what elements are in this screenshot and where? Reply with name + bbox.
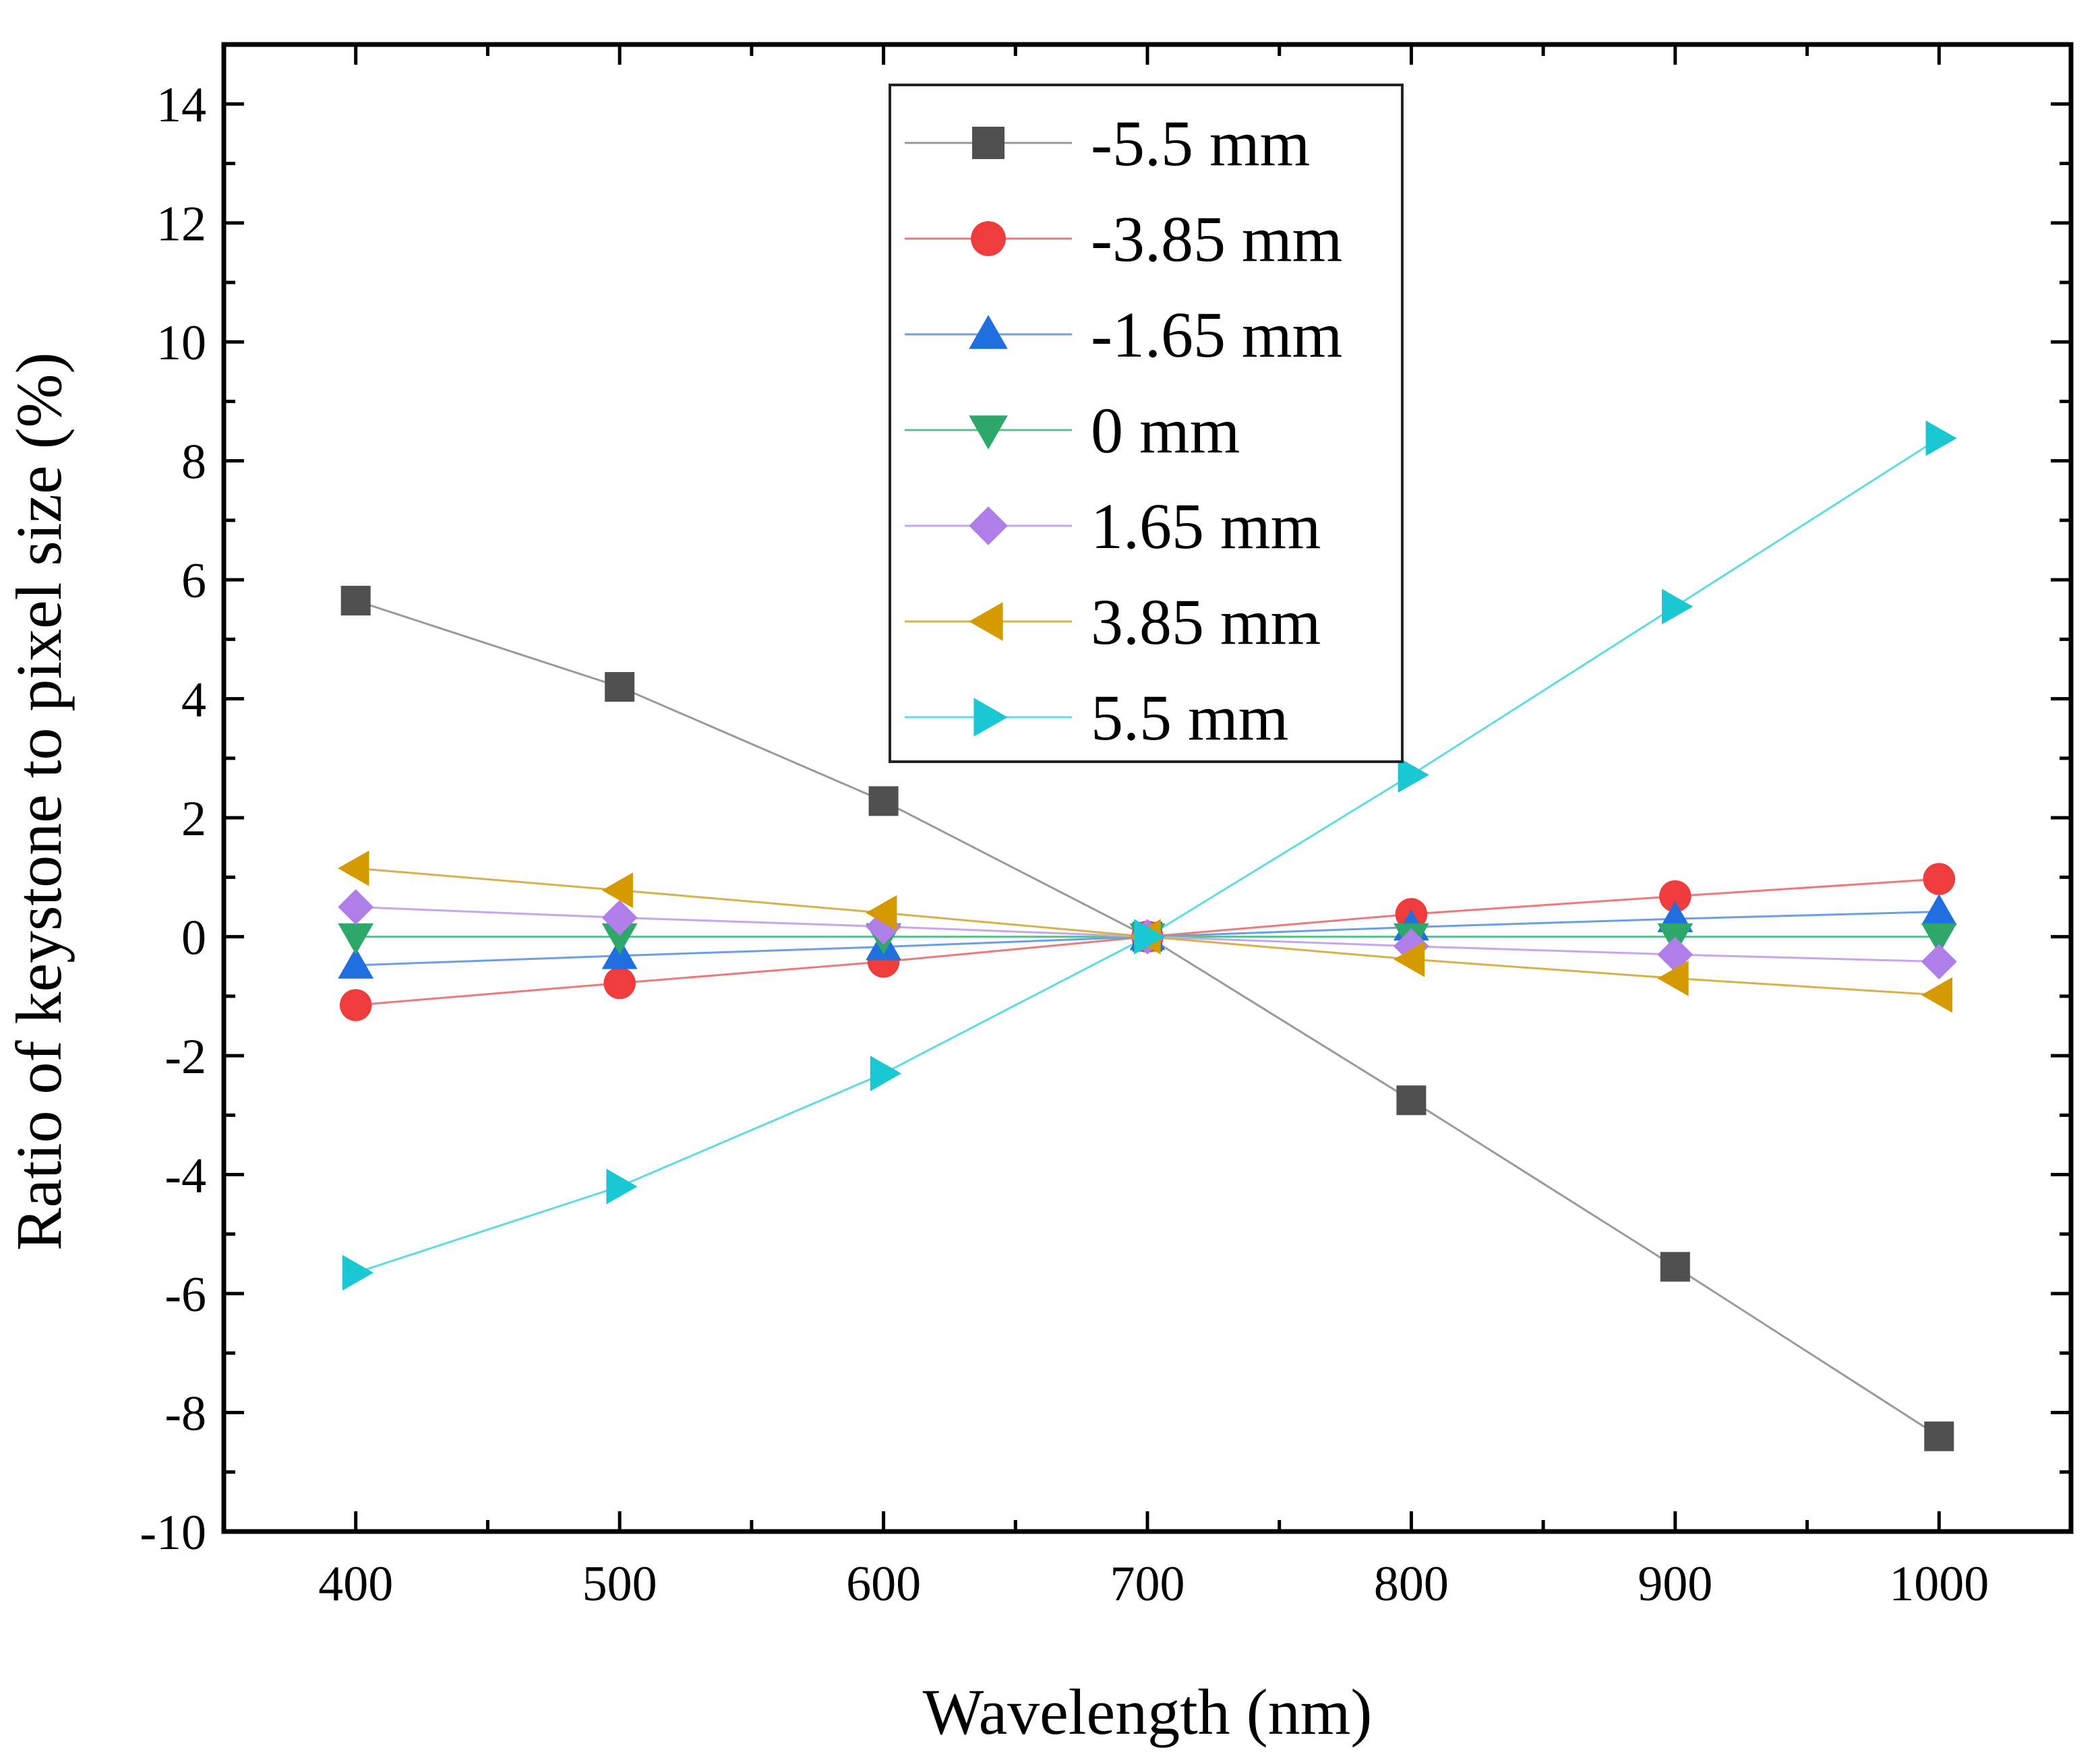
series-6-point	[1921, 977, 1953, 1013]
series-3-point	[1921, 894, 1957, 926]
y-tick-label: 8	[181, 435, 206, 490]
legend-item: 0 mm	[905, 394, 1240, 466]
series-6-point	[866, 895, 897, 931]
legend-label: -3.85 mm	[1091, 203, 1342, 275]
x-axis-ticks: 400 500 600 700 800 900 1000	[222, 44, 2073, 1612]
y-tick-label: 14	[156, 78, 206, 133]
plot-frame	[221, 42, 2074, 1534]
legend-marker	[969, 415, 1008, 450]
series-1-point	[340, 586, 371, 616]
series-5-point	[338, 889, 374, 925]
legend-label: 5.5 mm	[1091, 681, 1288, 754]
x-axis-title: Wavelength (nm)	[923, 1676, 1373, 1748]
x-tick-label: 700	[1110, 1556, 1185, 1612]
series-1-point	[1924, 1421, 1954, 1451]
series-5-point	[601, 899, 638, 936]
series-5-point	[1921, 944, 1957, 980]
series-1-point	[1660, 1252, 1690, 1282]
legend-marker	[971, 221, 1006, 256]
series-7-point	[1925, 420, 1957, 456]
series-1-point	[1396, 1085, 1427, 1116]
series-5-point	[866, 909, 901, 944]
y-axis-title: Ratio of keystone to pixel size (%)	[3, 353, 75, 1251]
legend-marker	[969, 315, 1008, 349]
legend-item: 3.85 mm	[905, 586, 1321, 658]
y-tick-label: -8	[164, 1387, 206, 1442]
legend-label: 3.85 mm	[1091, 586, 1321, 658]
y-axis-ticks: -10 -8 -6 -4 -2 0 2 4 6 8 10 12 14	[140, 42, 2071, 1560]
series-2-point	[603, 967, 636, 1000]
legend-marker	[973, 698, 1008, 737]
y-tick-label: 12	[156, 197, 206, 252]
x-tick-label: 600	[846, 1556, 921, 1612]
legend: -5.5 mm -3.85 mm -1.65 mm 0 mm 1.65 mm 3.85 m…	[889, 84, 1404, 763]
series-5-point	[1393, 928, 1429, 965]
series-7-point	[1134, 919, 1166, 954]
y-tick-label: 4	[181, 673, 206, 728]
legend-marker	[969, 602, 1003, 641]
legend-item: -5.5 mm	[905, 107, 1310, 179]
x-tick-label: 400	[318, 1556, 393, 1612]
series-6-point	[338, 850, 369, 886]
series-2-point	[1659, 880, 1691, 913]
series-7-point	[1398, 757, 1429, 793]
series-markers	[338, 420, 1957, 1451]
series-6-point	[1657, 960, 1689, 996]
y-tick-label: -10	[140, 1505, 206, 1560]
y-tick-label: -4	[164, 1149, 206, 1204]
y-tick-label: -2	[164, 1029, 206, 1085]
y-tick-label: -6	[164, 1267, 206, 1323]
legend-item: -3.85 mm	[905, 203, 1342, 275]
series-7-point	[870, 1056, 901, 1091]
series-3-point	[338, 947, 374, 979]
legend-label: 0 mm	[1091, 394, 1240, 466]
series-1-point	[605, 671, 635, 702]
x-tick-label: 800	[1374, 1556, 1449, 1612]
series-4-point	[338, 923, 374, 954]
legend-item: 1.65 mm	[905, 490, 1321, 562]
legend-label: -1.65 mm	[1091, 299, 1342, 371]
legend-label: 1.65 mm	[1091, 490, 1321, 562]
series-7-point	[1662, 588, 1693, 625]
legend-item: -1.65 mm	[905, 299, 1342, 371]
y-tick-label: 2	[181, 791, 206, 847]
series-4-point	[601, 923, 638, 954]
series-6-point	[1393, 941, 1425, 977]
legend-item: 5.5 mm	[905, 681, 1288, 754]
x-tick-label: 900	[1638, 1556, 1712, 1612]
legend-marker	[969, 506, 1008, 545]
y-tick-label: 6	[181, 553, 206, 609]
x-tick-label: 1000	[1889, 1556, 1989, 1612]
legend-label: -5.5 mm	[1091, 107, 1310, 179]
series-7-point	[342, 1254, 374, 1291]
y-tick-label: 0	[181, 911, 206, 966]
series-6-point	[601, 872, 633, 909]
series-2-point	[339, 989, 372, 1021]
series-4-point	[1921, 923, 1957, 954]
legend-marker	[972, 127, 1004, 159]
x-tick-label: 500	[582, 1556, 657, 1612]
y-tick-label: 10	[156, 315, 206, 371]
series-7-point	[606, 1168, 638, 1205]
series-2-point	[1923, 863, 1956, 895]
series-1-point	[868, 786, 899, 816]
